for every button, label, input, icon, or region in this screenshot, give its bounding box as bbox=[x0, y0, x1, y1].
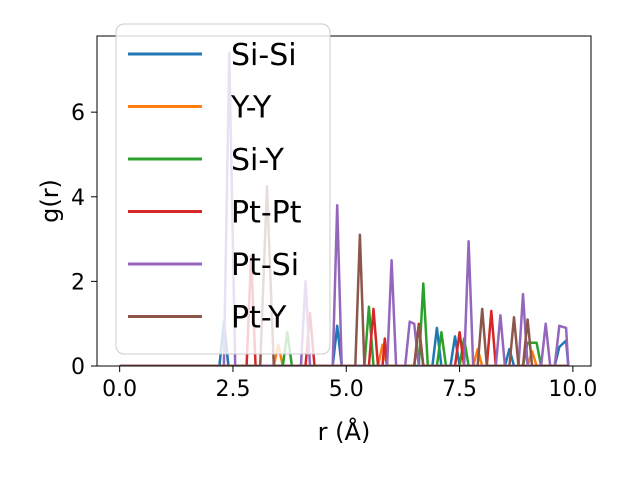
y-axis-label: g(r) bbox=[36, 179, 64, 223]
legend-box bbox=[115, 23, 331, 355]
x-tick-label: 10.0 bbox=[548, 377, 597, 402]
y-tick-label: 4 bbox=[71, 186, 85, 211]
x-axis: 0.0 2.5 5.0 7.5 10.0 bbox=[102, 366, 597, 402]
x-tick-label: 0.0 bbox=[102, 377, 137, 402]
legend-label-si-y: Si-Y bbox=[231, 143, 285, 178]
legend-label-pt-pt: Pt-Pt bbox=[231, 196, 302, 231]
y-tick-label: 6 bbox=[71, 101, 85, 126]
x-tick-label: 7.5 bbox=[442, 377, 477, 402]
plot-frame bbox=[96, 35, 592, 367]
y-tick-label: 0 bbox=[71, 355, 85, 380]
x-tick-label: 5.0 bbox=[329, 377, 364, 402]
legend-items: Si-Si Y-Y Si-Y Pt-Pt Pt-Si Pt-Y bbox=[128, 38, 302, 336]
x-tick-label: 2.5 bbox=[215, 377, 250, 402]
series-line-pt-pt bbox=[119, 254, 569, 366]
legend-label-si-si: Si-Si bbox=[231, 38, 297, 73]
legend: Si-Si Y-Y Si-Y Pt-Pt Pt-Si Pt-Y bbox=[115, 23, 331, 355]
y-axis: 0 2 4 6 bbox=[71, 101, 97, 380]
legend-label-y-y: Y-Y bbox=[230, 91, 272, 126]
x-axis-label: r (Å) bbox=[318, 417, 371, 446]
legend-label-pt-y: Pt-Y bbox=[231, 301, 287, 336]
legend-label-pt-si: Pt-Si bbox=[231, 248, 299, 283]
y-tick-label: 2 bbox=[71, 270, 85, 295]
